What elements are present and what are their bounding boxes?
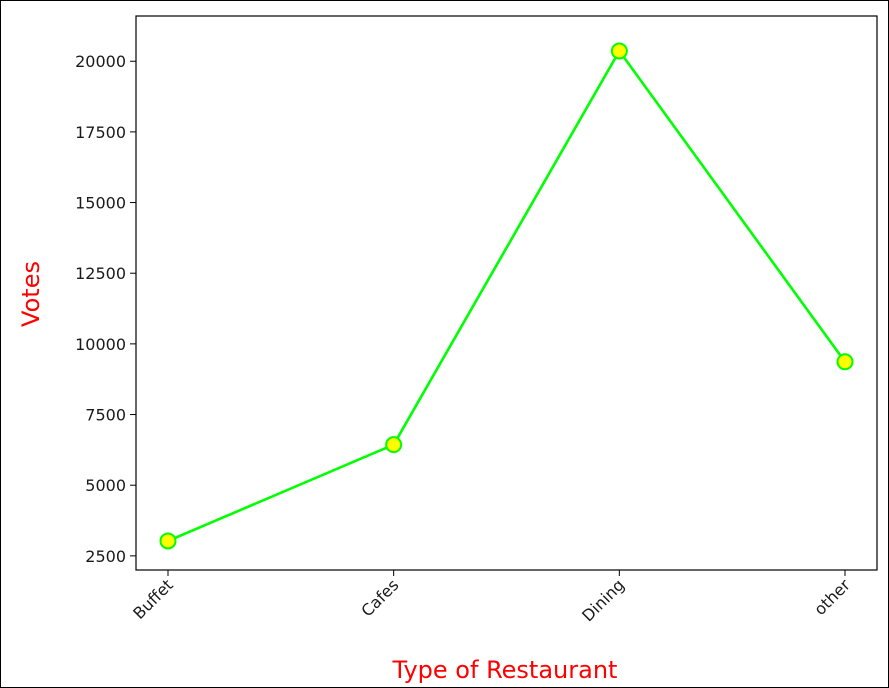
x-tick-label: Dining xyxy=(578,575,628,625)
series-line xyxy=(167,49,847,543)
y-axis-title: Votes xyxy=(17,261,45,327)
y-tick-label: 5000 xyxy=(85,476,126,495)
y-tick-label: 15000 xyxy=(75,194,126,213)
data-point xyxy=(836,353,854,371)
plot-area xyxy=(135,15,878,571)
x-axis-title: Type of Restaurant xyxy=(392,656,618,684)
y-tick-label: 12500 xyxy=(75,264,126,283)
y-tick-label: 10000 xyxy=(75,335,126,354)
data-point xyxy=(385,436,403,454)
data-point xyxy=(159,532,177,550)
x-tick-label: other xyxy=(810,575,854,619)
y-tick-label: 2500 xyxy=(85,547,126,566)
series-layer xyxy=(159,42,854,550)
x-tick-label: Buffet xyxy=(129,575,177,623)
y-tick-label: 17500 xyxy=(75,123,126,142)
y-tick-label: 20000 xyxy=(75,52,126,71)
y-tick-label: 7500 xyxy=(85,406,126,425)
y-axis: 2500 5000 7500 10000 12500 15000 17500 20000 xyxy=(75,52,136,566)
data-point xyxy=(610,42,628,60)
x-tick-label: Cafes xyxy=(357,575,402,620)
x-axis: Buffet Cafes Dining other xyxy=(129,570,854,625)
